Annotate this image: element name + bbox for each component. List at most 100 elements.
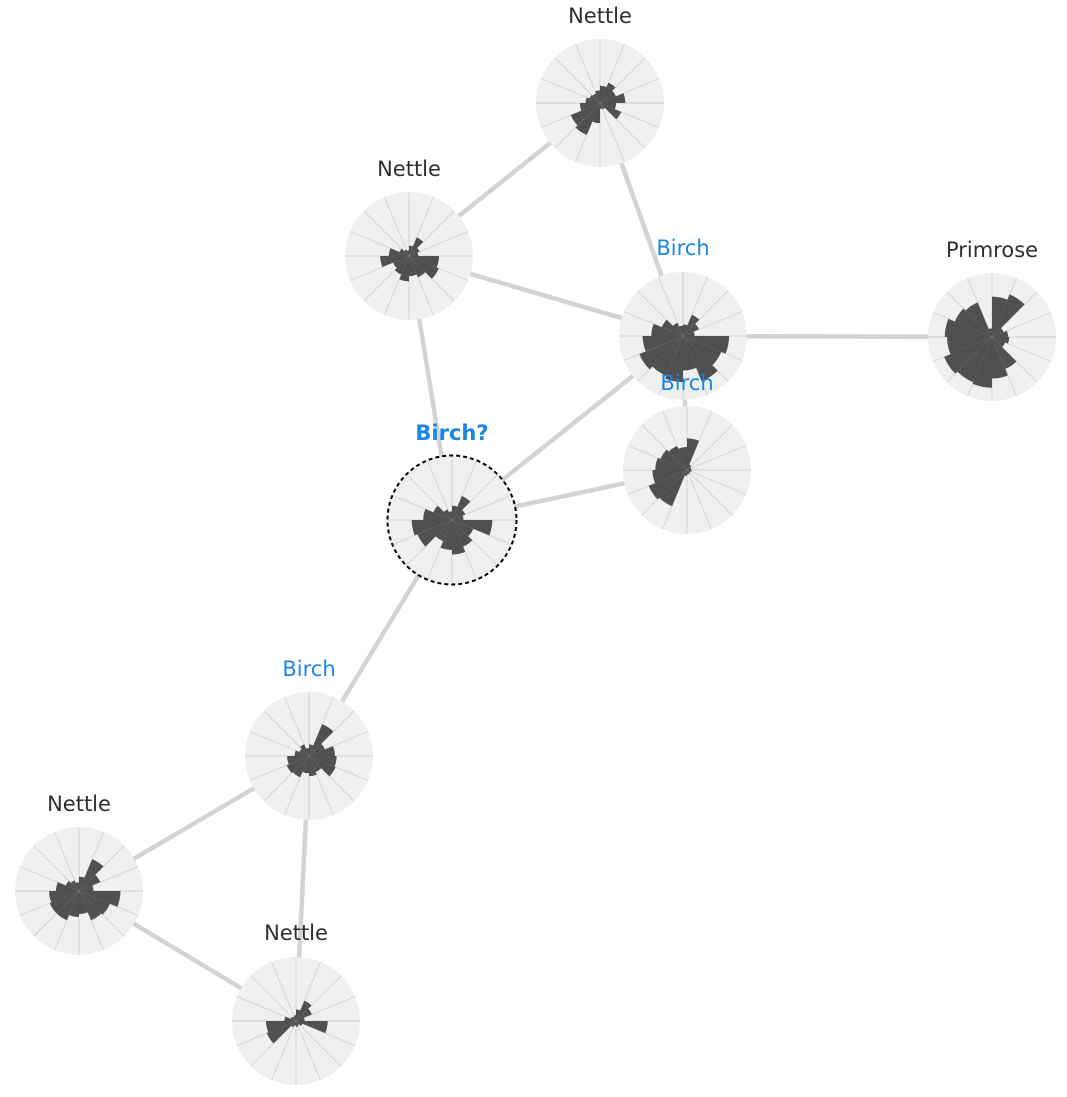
rose-petal (683, 336, 697, 371)
rose-petal (687, 466, 692, 470)
rose-gridline (967, 277, 993, 338)
node-nettle-bottom[interactable]: Nettle (232, 921, 360, 1085)
rose-petal (687, 470, 690, 474)
rose-petal (49, 891, 79, 914)
rose-petal (79, 891, 88, 915)
rose-petal (589, 94, 600, 103)
rose-gridline (427, 519, 453, 580)
rose-chart-petals (639, 314, 730, 383)
rose-petal (988, 328, 992, 337)
rose-petal (309, 724, 334, 756)
rose-petal (290, 1016, 296, 1021)
rose-petal (452, 496, 471, 520)
rose-gridline (686, 424, 733, 471)
node-nettle-top[interactable]: Nettle (536, 4, 664, 167)
rose-petal (75, 882, 79, 891)
rose-petal (575, 103, 600, 135)
node-query-birch[interactable]: Birch? (386, 421, 518, 586)
rose-petal (683, 336, 722, 366)
rose-petal (409, 252, 419, 256)
node-primrose[interactable]: Primrose (928, 238, 1056, 401)
rose-petal (992, 337, 1010, 344)
rose-petal (600, 82, 616, 103)
rose-gridline (658, 276, 684, 337)
rose-petal (309, 744, 314, 756)
node-label: Birch (656, 236, 709, 260)
node-nettle-left[interactable]: Nettle (345, 157, 473, 320)
rose-gridline (686, 469, 747, 495)
rose-petal (266, 1021, 296, 1044)
rose-petal (600, 103, 603, 109)
rose-chart-petals (266, 1000, 328, 1044)
rose-petal (292, 1016, 296, 1021)
rose-petal (652, 336, 683, 376)
rose-petal (683, 336, 730, 354)
rose-petal (448, 511, 452, 520)
rose-petal (452, 509, 466, 520)
rose-petal (452, 520, 493, 536)
rose-petal (299, 748, 309, 756)
rose-gridline (991, 312, 1052, 338)
rose-gridline (54, 831, 80, 892)
rose-petal (309, 756, 322, 772)
rose-petal (309, 756, 317, 777)
rose-gridline (932, 312, 993, 338)
rose-petal (294, 750, 309, 756)
rose-petal (683, 323, 699, 336)
node-birch-mid[interactable]: Birch (623, 371, 751, 534)
rose-petal (687, 464, 692, 470)
rose-petal (992, 330, 1009, 337)
rose-gridline (271, 961, 297, 1022)
rose-gridline (284, 755, 310, 816)
rose-petal (668, 446, 687, 470)
rose-petal (443, 509, 452, 520)
rose-petal (296, 1021, 328, 1034)
rose-petal (992, 337, 1017, 369)
rose-gridline (349, 231, 410, 257)
rose-petal (399, 248, 409, 256)
node-birch-top[interactable]: Birch (619, 236, 747, 400)
rose-chart-petals (570, 82, 626, 135)
rose-petal (266, 1021, 296, 1033)
node-label: Nettle (568, 4, 632, 28)
rose-petal (388, 248, 409, 256)
node-label: Nettle (264, 921, 328, 945)
rose-petal (435, 520, 452, 542)
rose-gridline (408, 231, 469, 257)
node-label: Nettle (47, 792, 111, 816)
rose-petal (684, 470, 687, 476)
rose-petal (972, 337, 992, 388)
rose-petal (452, 515, 464, 520)
rose-petal (592, 103, 600, 124)
rose-gridline (658, 335, 684, 396)
rose-petal (296, 1008, 312, 1021)
rose-petal (292, 756, 309, 778)
rose-petal (452, 520, 473, 547)
rose-petal (309, 743, 325, 756)
rose-petal (69, 891, 79, 917)
rose-petal (665, 336, 683, 383)
rose-petal (286, 756, 309, 774)
node-label: Nettle (377, 157, 441, 181)
rose-gridline (427, 460, 453, 521)
rose-petal (600, 103, 622, 120)
rose-petal (965, 302, 992, 337)
rose-petal (600, 85, 607, 103)
rose-petal (404, 249, 409, 256)
node-nettle-left-low[interactable]: Nettle (15, 792, 143, 955)
rose-petal (394, 256, 409, 275)
rose-gridline (686, 410, 712, 471)
rose-petal (79, 891, 121, 907)
rose-petal (678, 446, 687, 470)
rose-petal (600, 103, 605, 110)
rose-petal (406, 250, 409, 256)
rose-petal (648, 470, 687, 500)
node-birch-low[interactable]: Birch (245, 657, 373, 820)
rose-petal (79, 885, 94, 891)
rose-petal (409, 247, 420, 256)
rose-petal (409, 245, 413, 256)
rose-petal (639, 336, 683, 370)
rose-gridline (284, 696, 310, 757)
rose-petal (56, 891, 79, 921)
rose-petal (672, 322, 683, 336)
